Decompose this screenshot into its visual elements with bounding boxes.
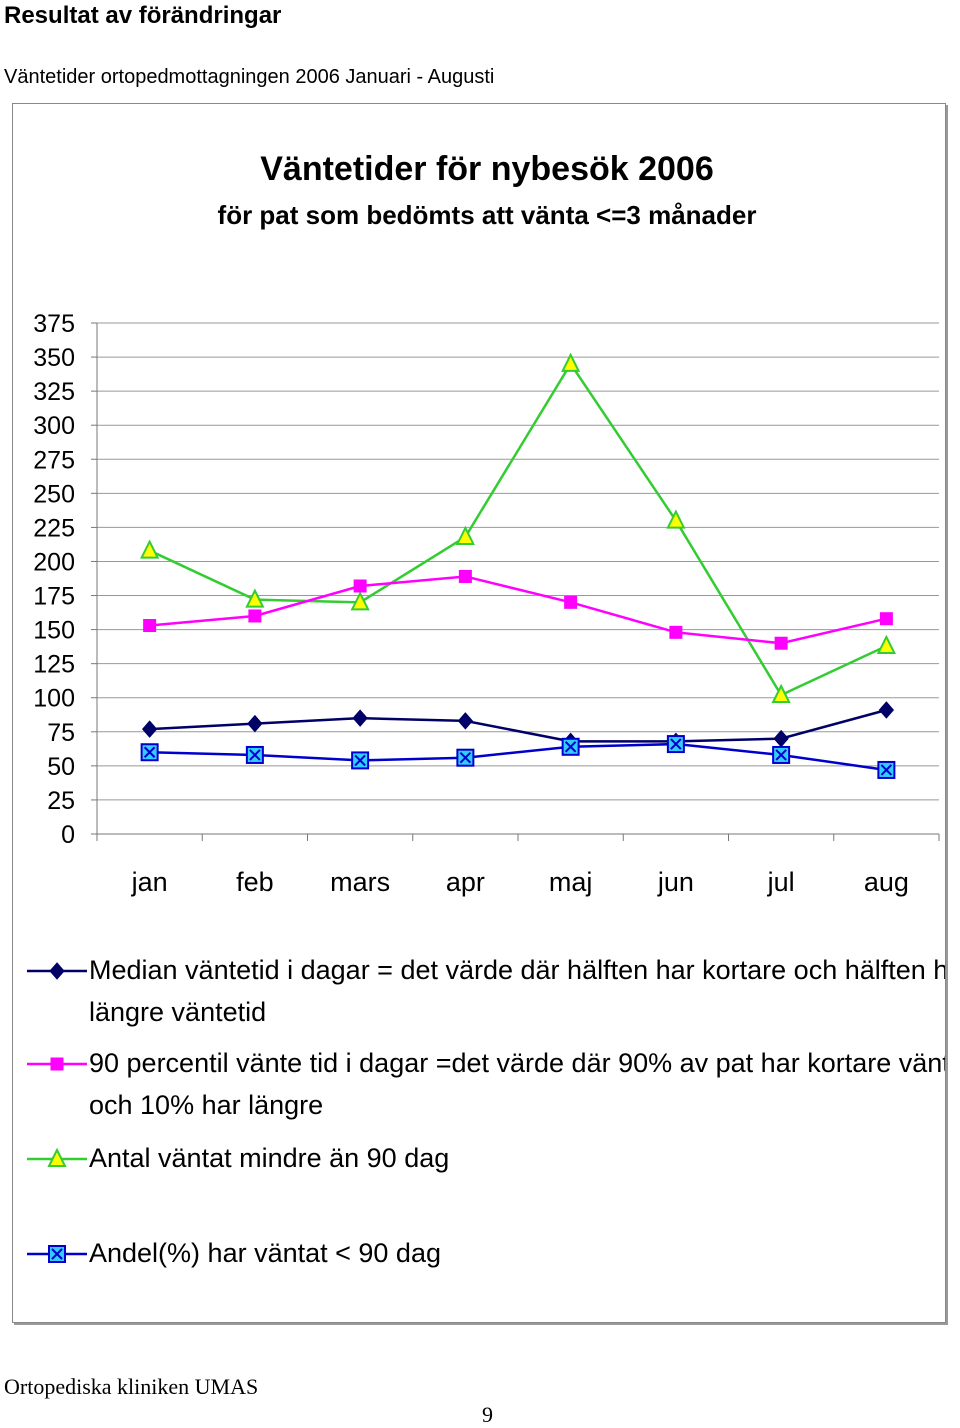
- series-2-point-mars: [353, 579, 367, 593]
- series-2-point-jan: [143, 619, 157, 633]
- series-4-point-apr: [456, 748, 475, 767]
- legend-swatch-marker: [47, 1147, 67, 1167]
- series-3-point-jul: [771, 683, 791, 704]
- legend-label-line: Antal väntat mindre än 90 dag: [89, 1143, 449, 1173]
- series-4-point-maj: [561, 737, 580, 756]
- series-3-line: [149, 361, 887, 697]
- y-tick-label: 75: [47, 719, 75, 747]
- y-tick-label: 150: [33, 617, 75, 645]
- page-title: Resultat av förändringar: [4, 2, 282, 29]
- legend-swatch-marker: [49, 962, 65, 980]
- legend-label-line: längre väntetid: [89, 997, 266, 1027]
- series-3-point-apr: [455, 525, 475, 545]
- x-tick-label-feb: feb: [236, 867, 274, 897]
- y-tick-label: 325: [33, 378, 75, 406]
- y-tick-label: 275: [33, 446, 75, 474]
- series-4-point-mars: [351, 751, 370, 770]
- y-tick-label: 200: [33, 548, 75, 576]
- series-4-line: [149, 742, 887, 772]
- series-1-point-apr: [457, 712, 474, 730]
- chart-svg: Väntetider för nybesök 2006 för pat som …: [27, 150, 945, 1268]
- series-4-point-jan: [140, 743, 159, 762]
- legend-label-line: och 10% har längre: [89, 1090, 323, 1120]
- x-tick-label-maj: maj: [549, 867, 593, 897]
- series-2-point-jun: [669, 625, 683, 639]
- y-tick-label: 225: [33, 514, 75, 542]
- series-3-point-maj: [561, 352, 581, 372]
- series-4-point-maj-cross-b: [564, 741, 577, 753]
- y-tick-label: 175: [33, 583, 75, 611]
- series-1-point-jan: [141, 720, 158, 738]
- footer-organization: Ortopediska kliniken UMAS: [4, 1374, 259, 1399]
- legend-label-line: Andel(%) har väntat < 90 dag: [89, 1238, 441, 1268]
- x-tick-label-jan: jan: [131, 867, 168, 897]
- series-2-point-apr: [458, 569, 472, 583]
- series-1-line: [149, 708, 887, 743]
- legend-swatch-marker: [48, 1245, 66, 1263]
- series-4: [140, 735, 896, 779]
- series-3-point-jan: [140, 539, 160, 559]
- axes: [91, 322, 940, 841]
- chart-title: Väntetider för nybesök 2006: [260, 150, 714, 188]
- y-tick-label: 250: [33, 480, 75, 508]
- series-4-point-mars-cross-b: [354, 754, 366, 767]
- chart-frame: Väntetider för nybesök 2006 för pat som …: [12, 103, 946, 1323]
- series-1-point-mars: [352, 709, 368, 727]
- series-2-point-jul: [774, 636, 788, 650]
- series-1-point-feb: [247, 714, 263, 733]
- series-2-point-aug: [879, 612, 893, 626]
- series-2-point-feb: [248, 609, 262, 623]
- legend-label-line: 90 percentil vänte tid i dagar =det värd…: [89, 1048, 945, 1078]
- series-2-point-maj: [564, 595, 578, 609]
- series-4-point-jan-cross-b: [143, 746, 156, 758]
- legend-entry-3: Antal väntat mindre än 90 dag: [27, 1143, 449, 1173]
- series-4-point-jun-cross-b: [670, 738, 682, 750]
- legend-swatch-marker-cross-b: [51, 1248, 63, 1260]
- y-tick-labels: 0 25 50 75 100 125 150 175 200 225 250 275 300 325 350…: [33, 310, 75, 849]
- series-2: [143, 569, 893, 650]
- series-1: [141, 701, 895, 751]
- series-1-point-aug: [878, 701, 895, 719]
- x-tick-labels: jan feb mars apr maj jun jul aug: [131, 867, 909, 897]
- series-3-point-jun: [666, 509, 686, 529]
- legend-swatch-marker: [50, 1057, 64, 1071]
- series-4-point-aug: [877, 760, 896, 779]
- series-2-line: [149, 575, 887, 645]
- x-tick-label-jun: jun: [657, 867, 694, 897]
- x-tick-label-aug: aug: [864, 867, 909, 897]
- series-4-point-aug-cross-b: [880, 764, 893, 776]
- series-group: [140, 352, 896, 779]
- series-4-point-apr-cross-b: [459, 751, 472, 764]
- series-4-point-jun: [666, 735, 685, 754]
- legend-entry-2: 90 percentil vänte tid i dagar =det värd…: [27, 1048, 945, 1120]
- y-tick-label: 100: [33, 685, 75, 713]
- y-tick-label: 375: [33, 310, 75, 338]
- page-number: 9: [482, 1402, 493, 1427]
- y-tick-label: 50: [47, 753, 75, 781]
- legend: Median väntetid i dagar = det värde där …: [27, 955, 945, 1268]
- series-4-point-jul: [772, 745, 791, 764]
- series-4-point-feb-cross-b: [249, 749, 261, 761]
- x-tick-label-mars: mars: [330, 867, 390, 897]
- y-tick-label: 125: [33, 651, 75, 679]
- series-1-point-jul: [773, 729, 789, 748]
- y-tick-label: 25: [47, 787, 75, 815]
- page-subtitle: Väntetider ortopedmottagningen 2006 Janu…: [4, 66, 495, 88]
- y-tick-label: 0: [61, 821, 75, 849]
- chart-subtitle: för pat som bedömts att vänta <=3 månade…: [218, 200, 757, 230]
- x-tick-label-apr: apr: [446, 867, 485, 897]
- y-tick-label: 350: [33, 344, 75, 372]
- series-3-point-mars: [350, 591, 370, 611]
- series-3: [140, 352, 896, 704]
- x-tick-label-jul: jul: [767, 867, 795, 897]
- series-4-point-jul-cross-b: [775, 749, 787, 761]
- legend-entry-1: Median väntetid i dagar = det värde där …: [27, 955, 945, 1027]
- series-3-point-aug: [876, 634, 896, 654]
- grid-lines: [97, 322, 939, 801]
- legend-label-line: Median väntetid i dagar = det värde där …: [89, 955, 945, 985]
- legend-entry-4: Andel(%) har väntat < 90 dag: [27, 1238, 441, 1268]
- series-4-point-feb: [245, 745, 264, 764]
- series-3-point-feb: [245, 588, 265, 608]
- y-tick-label: 300: [33, 412, 75, 440]
